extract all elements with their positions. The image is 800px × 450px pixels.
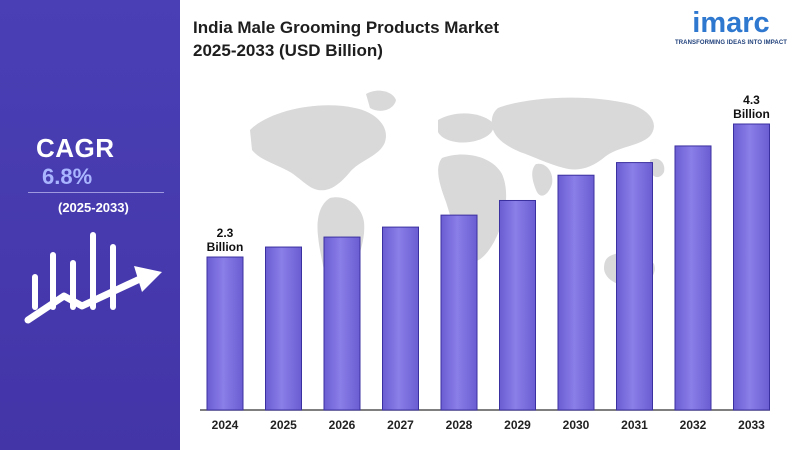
annotation-value-2033: 4.3 <box>743 93 760 107</box>
growth-chart-icon <box>24 232 162 324</box>
bar-2033 <box>733 123 770 411</box>
x-tick-2030: 2030 <box>563 418 590 432</box>
bars-group <box>206 123 770 411</box>
x-tick-2032: 2032 <box>680 418 707 432</box>
annotation-unit-2024: Billion <box>207 240 244 254</box>
bar-chart: 2024 2025 2026 2027 2028 2029 2030 2031 2032 2033… <box>180 60 800 450</box>
bar-2024 <box>206 256 244 411</box>
x-tick-2028: 2028 <box>446 418 473 432</box>
logo-word: imarc <box>692 7 770 39</box>
chart-title: India Male Grooming Products Market 2025… <box>193 16 613 62</box>
cagr-divider <box>28 192 164 193</box>
bar-2029 <box>499 199 536 411</box>
bar-2025 <box>265 246 302 411</box>
annotation-unit-2033: Billion <box>733 107 770 121</box>
bar-2030 <box>557 174 595 411</box>
chart-title-line2: 2025-2033 (USD Billion) <box>193 41 383 60</box>
x-tick-labels: 2024 2025 2026 2027 2028 2029 2030 2031 2032 2033 <box>212 418 766 432</box>
cagr-value: 6.8% <box>42 164 93 189</box>
chart-title-line1: India Male Grooming Products Market <box>193 18 500 37</box>
annotation-value-2024: 2.3 <box>217 226 234 240</box>
bar-2026 <box>323 236 361 411</box>
cagr-label: CAGR <box>36 133 115 163</box>
logo-tagline: TRANSFORMING IDEAS INTO IMPACT <box>674 40 788 46</box>
imarc-logo: imarc TRANSFORMING IDEAS INTO IMPACT <box>672 7 790 57</box>
bar-2027 <box>382 226 419 411</box>
cagr-period: (2025-2033) <box>58 200 129 215</box>
x-tick-2029: 2029 <box>504 418 531 432</box>
x-tick-2025: 2025 <box>270 418 297 432</box>
x-tick-2033: 2033 <box>738 418 765 432</box>
world-map-background <box>250 90 665 301</box>
x-tick-2027: 2027 <box>387 418 414 432</box>
x-tick-2024: 2024 <box>212 418 239 432</box>
bar-chart-svg: 2024 2025 2026 2027 2028 2029 2030 2031 2032 2033… <box>200 90 770 432</box>
x-tick-2026: 2026 <box>329 418 356 432</box>
x-tick-2031: 2031 <box>621 418 648 432</box>
bar-2031 <box>616 162 653 411</box>
bar-2028 <box>440 214 478 411</box>
cagr-panel: CAGR 6.8% (2025-2033) <box>0 0 180 450</box>
bar-2032 <box>674 145 712 411</box>
